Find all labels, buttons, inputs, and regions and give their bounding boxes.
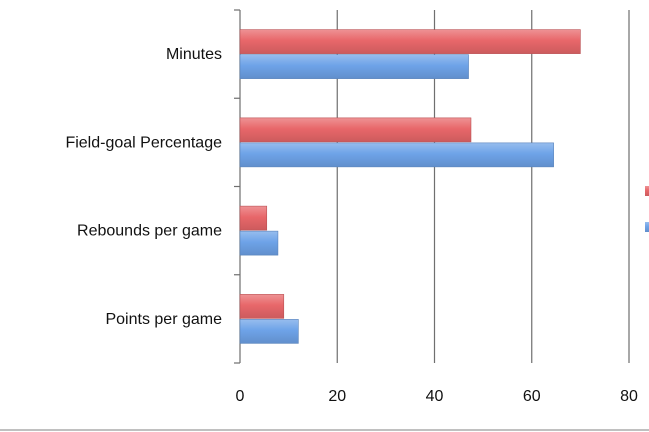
bar-series-2-field-goal-percentage — [239, 142, 554, 168]
category-label: Minutes — [166, 46, 222, 63]
bar-series-1-rebounds-per-game — [239, 205, 268, 231]
legend — [645, 186, 649, 232]
legend-swatch-series-1 — [645, 186, 649, 196]
x-tick-label: 80 — [620, 388, 638, 405]
bar-series-2-points-per-game — [239, 319, 299, 344]
bars — [239, 29, 581, 344]
category-labels: Minutes Field-goal Percentage Rebounds per… — [65, 46, 222, 328]
category-label: Points per game — [105, 311, 222, 328]
bar-series-1-minutes — [239, 29, 581, 54]
x-tick-label: 60 — [523, 388, 541, 405]
bar-series-1-points-per-game — [239, 294, 285, 319]
x-tick-label: 20 — [328, 388, 346, 405]
category-label: Rebounds per game — [77, 223, 222, 240]
x-tick-label: 0 — [236, 388, 245, 405]
bar-series-1-field-goal-percentage — [239, 117, 472, 143]
x-tick-labels: 0 20 40 60 80 — [236, 388, 638, 405]
bar-series-2-minutes — [239, 54, 469, 79]
category-label: Field-goal Percentage — [65, 134, 222, 151]
category-axis — [234, 9, 241, 364]
x-tick-label: 40 — [426, 388, 444, 405]
bar-series-2-rebounds-per-game — [239, 230, 279, 256]
legend-swatch-series-2 — [645, 222, 649, 232]
